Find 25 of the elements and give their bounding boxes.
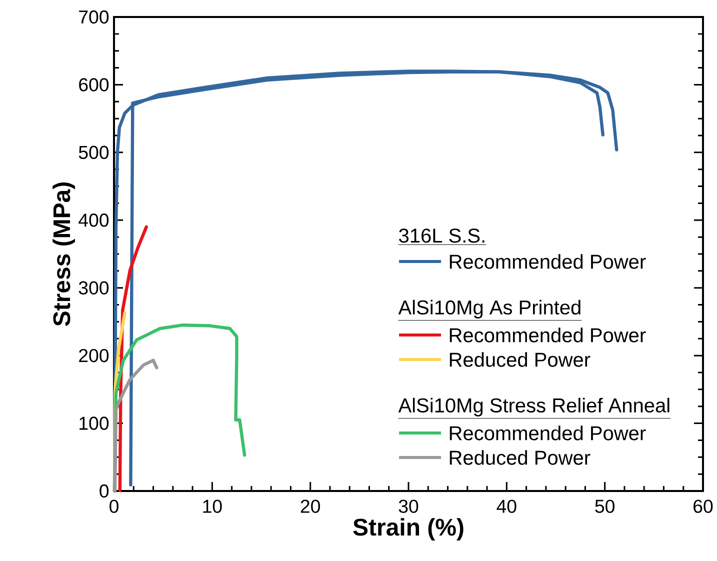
- y-tick-label: 700: [79, 10, 109, 24]
- x-axis-title: Strain (%): [353, 518, 464, 540]
- y-tick-label: 0: [100, 484, 109, 498]
- y-tick-label: 100: [80, 416, 109, 430]
- x-tick-label: 20: [300, 500, 320, 513]
- x-tick-label: 50: [595, 500, 614, 513]
- legend-label: Reduced Power: [450, 450, 590, 465]
- y-tick-label: 400: [78, 214, 109, 227]
- x-tick-label: 10: [203, 500, 222, 513]
- x-tick-label: 40: [496, 500, 516, 513]
- y-tick-label: 300: [78, 281, 109, 294]
- y-tick-label: 600: [79, 78, 109, 92]
- x-tick-label: 0: [110, 500, 118, 513]
- x-tick-label: 60: [694, 500, 713, 513]
- legend-label: Recommended Power: [450, 328, 646, 342]
- y-tick-label: 200: [79, 348, 109, 362]
- y-tick-label: 500: [78, 146, 109, 160]
- legend-label: Recommended Power: [450, 426, 646, 440]
- annotation: AlSi10Mg As Printed: [398, 300, 580, 318]
- legend-label: Reduced Power: [450, 352, 590, 367]
- y-axis-title: Stress (MPa): [52, 182, 75, 326]
- annotation: 316L S.S.: [399, 228, 484, 243]
- x-tick-label: 30: [398, 500, 418, 513]
- annotation: AlSi10Mg Stress Relief Anneal: [398, 398, 670, 416]
- legend-label: Recommended Power: [450, 254, 646, 269]
